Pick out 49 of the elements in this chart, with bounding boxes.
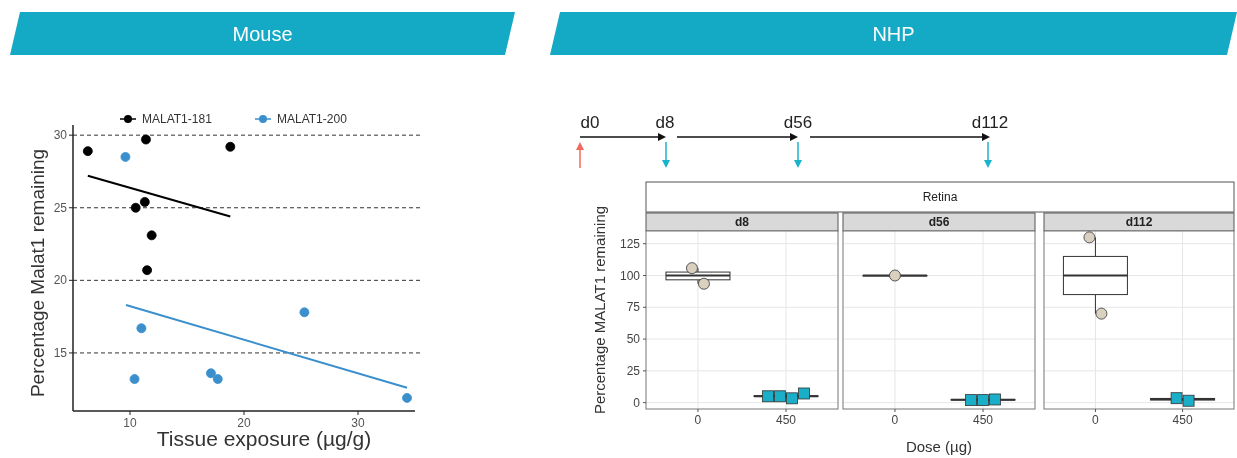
y-tick-label: 30 bbox=[53, 128, 68, 143]
x-tick-label: 450 bbox=[973, 413, 994, 427]
y-tick-label: 125 bbox=[619, 236, 641, 251]
y-axis-title: Percentage Malat1 remaining bbox=[27, 148, 48, 398]
point bbox=[225, 141, 236, 152]
point bbox=[82, 146, 93, 157]
point bbox=[402, 393, 412, 403]
x-axis-title: Tissue exposure (µg/g) bbox=[156, 427, 372, 450]
y-tick-label: 25 bbox=[626, 363, 641, 378]
text: Retina bbox=[922, 190, 958, 204]
x-tick-label: 0 bbox=[694, 413, 702, 427]
point bbox=[142, 265, 152, 276]
point bbox=[129, 374, 140, 384]
y-tick-label: 20 bbox=[53, 273, 68, 288]
x-tick-label: 450 bbox=[776, 413, 797, 427]
point bbox=[299, 307, 310, 318]
y-axis-title: Percentage MALAT1 remaining bbox=[591, 205, 608, 415]
y-tick-label: 100 bbox=[619, 268, 641, 283]
point bbox=[146, 230, 157, 241]
x-tick-label: 10 bbox=[123, 416, 137, 430]
point bbox=[206, 368, 216, 379]
x-tick-label: 450 bbox=[1172, 413, 1193, 427]
chart-title: d56 bbox=[928, 215, 950, 229]
text: d0 bbox=[580, 113, 600, 132]
chart-title: d8 bbox=[734, 215, 750, 229]
text: d112 bbox=[971, 113, 1009, 132]
x-tick-label: 20 bbox=[237, 416, 251, 430]
y-tick-label: 0 bbox=[633, 395, 641, 410]
point bbox=[120, 152, 131, 162]
x-tick-label: 0 bbox=[891, 413, 899, 427]
point bbox=[139, 197, 150, 207]
text: d56 bbox=[783, 113, 813, 132]
x-tick-label: 0 bbox=[1092, 413, 1100, 427]
x-axis-title: Dose (µg) bbox=[905, 438, 973, 455]
text: NHP bbox=[872, 23, 915, 45]
y-tick-label: 25 bbox=[53, 200, 68, 215]
point bbox=[130, 202, 141, 213]
chart-title: Mouse bbox=[232, 23, 293, 45]
y-tick-label: 50 bbox=[626, 332, 641, 347]
point bbox=[212, 374, 223, 384]
legend-label: MALAT1-181 bbox=[142, 112, 213, 126]
x-tick-label: 30 bbox=[351, 416, 365, 430]
y-tick-label: 75 bbox=[626, 300, 641, 315]
text: d8 bbox=[655, 113, 675, 132]
chart-title: d112 bbox=[1125, 215, 1153, 229]
point bbox=[141, 134, 151, 145]
y-tick-label: 15 bbox=[53, 345, 68, 360]
point bbox=[136, 323, 147, 334]
legend-label: MALAT1-200 bbox=[277, 112, 348, 126]
